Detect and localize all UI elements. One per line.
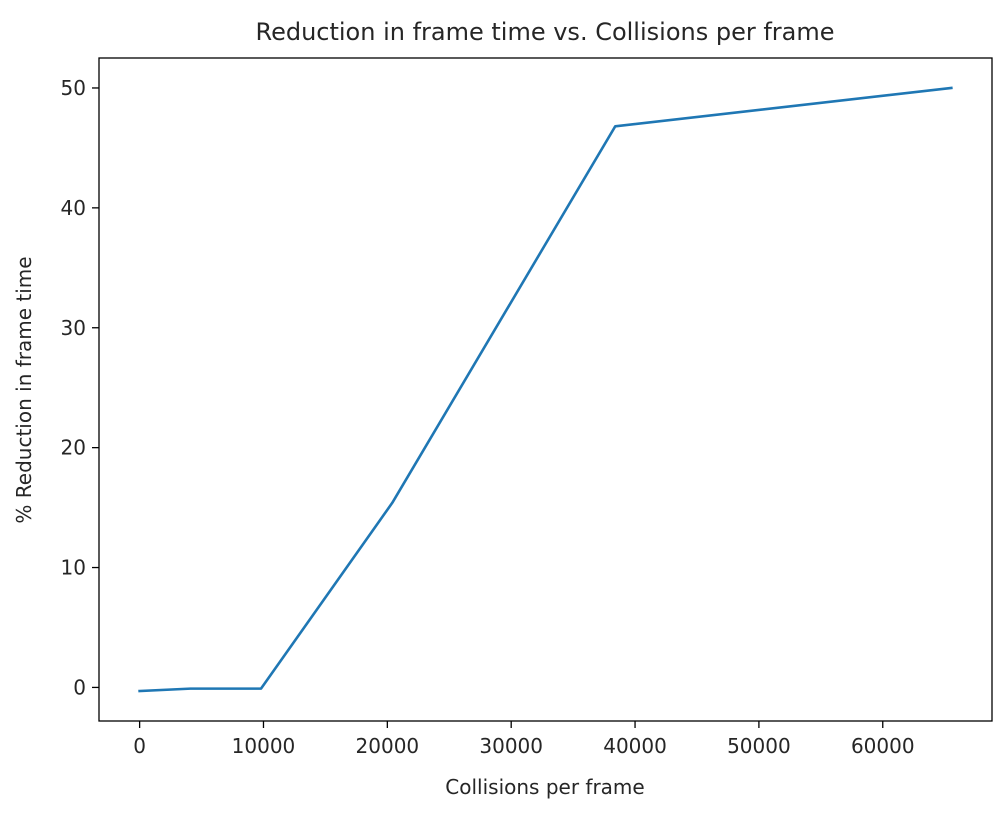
x-tick-label: 60000	[851, 734, 915, 758]
y-tick-label: 10	[61, 556, 86, 580]
series-line	[138, 86, 953, 693]
x-tick-label: 0	[133, 734, 146, 758]
x-tick-label: 10000	[232, 734, 296, 758]
y-tick-label: 40	[61, 196, 86, 220]
y-tick-label: 30	[61, 316, 86, 340]
y-axis-ticks: 0 10 20 30 40 50	[61, 76, 99, 699]
y-tick-label: 50	[61, 76, 86, 100]
y-tick-label: 20	[61, 436, 86, 460]
y-axis-title: % Reduction in frame time	[12, 256, 36, 523]
x-tick-label: 20000	[356, 734, 420, 758]
chart-title: Reduction in frame time vs. Collisions p…	[255, 18, 834, 46]
x-tick-label: 50000	[727, 734, 791, 758]
plot-area	[138, 86, 953, 693]
x-axis-ticks: 0 10000 20000 30000 40000 50000 60000	[133, 721, 915, 758]
y-tick-label: 0	[73, 675, 86, 699]
x-tick-label: 30000	[479, 734, 543, 758]
x-axis-title: Collisions per frame	[445, 775, 644, 799]
x-tick-label: 40000	[603, 734, 667, 758]
plot-frame	[98, 57, 993, 722]
